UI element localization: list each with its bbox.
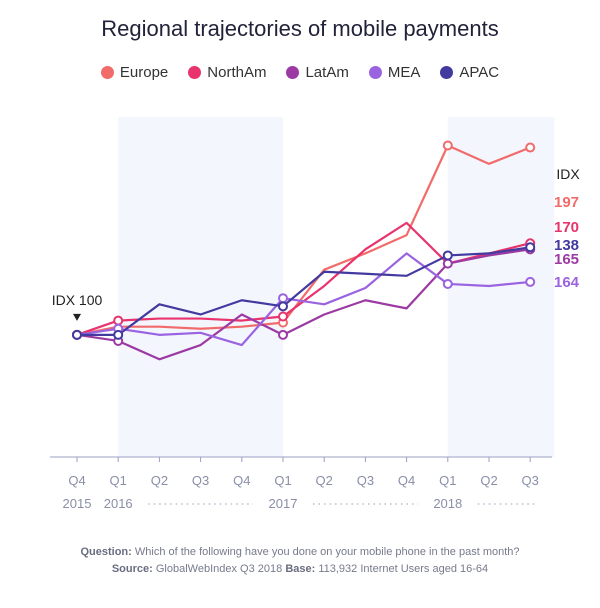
footer-question: Question: Which of the following have yo… <box>0 546 600 558</box>
x-tick-label-7: Q3 <box>357 473 374 488</box>
legend-label-mea: MEA <box>387 64 421 81</box>
baseline-arrow-icon <box>73 313 81 321</box>
year-label-2016: 2016 <box>104 496 133 511</box>
series-line-latam <box>76 248 531 361</box>
x-tick-label-2: Q2 <box>151 473 168 488</box>
end-label-apac: 138 <box>554 237 579 254</box>
marker-mea-11 <box>525 276 536 287</box>
baseline-label: IDX 100 <box>52 292 103 308</box>
marker-europe-11 <box>525 142 536 153</box>
end-label-europe: 197 <box>554 194 579 211</box>
end-label-mea: 164 <box>554 274 580 291</box>
x-tick-label-0: Q4 <box>68 473 85 488</box>
legend-swatch-mea <box>368 66 382 79</box>
x-tick-label-8: Q4 <box>398 473 415 488</box>
legend-swatch-europe <box>100 66 114 79</box>
source-text: GlobalWebIndex Q3 2018 <box>155 563 283 575</box>
x-tick-label-9: Q1 <box>439 473 456 488</box>
marker-apac-11 <box>525 242 536 253</box>
marker-northam-5 <box>278 311 288 322</box>
legend-item-mea: MEA <box>368 64 421 81</box>
marker-apac-5 <box>278 301 288 312</box>
x-tick-label-5: Q1 <box>274 473 291 488</box>
series-line-mea <box>76 252 531 347</box>
chart-title: Regional trajectories of mobile payments <box>101 16 499 41</box>
legend-label-europe: Europe <box>119 64 169 81</box>
year-band-2018 <box>447 117 555 457</box>
marker-northam-1 <box>113 315 124 326</box>
legend-swatch-northam <box>188 66 202 79</box>
marker-europe-9 <box>442 140 453 151</box>
marker-apac-1 <box>113 329 124 340</box>
legend-item-northam: NorthAm <box>188 64 266 81</box>
year-label-2015: 2015 <box>63 496 92 511</box>
x-tick-label-6: Q2 <box>316 473 333 488</box>
marker-latam-9 <box>442 258 453 269</box>
marker-mea-5 <box>278 293 288 304</box>
marker-latam-5 <box>278 329 288 340</box>
x-tick-label-3: Q3 <box>192 473 209 488</box>
legend-swatch-latam <box>286 66 300 79</box>
x-tick-label-4: Q4 <box>233 473 250 488</box>
base-label: Base: <box>285 563 316 575</box>
marker-apac-9 <box>442 250 453 261</box>
series-line-apac <box>77 246 531 336</box>
question-text: Which of the following have you done on … <box>134 546 520 558</box>
x-tick-label-1: Q1 <box>110 473 127 488</box>
legend-item-apac: APAC <box>440 64 499 81</box>
series-line-europe <box>76 144 531 336</box>
end-label-latam: 165 <box>554 251 579 268</box>
question-label: Question: <box>80 546 132 558</box>
year-label-2017: 2017 <box>269 496 298 511</box>
marker-mea-9 <box>442 278 453 289</box>
legend-item-europe: Europe <box>100 64 169 81</box>
legend-swatch-apac <box>440 66 454 79</box>
legend: Europe NorthAm LatAm MEA APAC <box>0 64 600 81</box>
legend-label-northam: NorthAm <box>207 64 267 81</box>
idx-header: IDX <box>556 166 580 182</box>
x-tick-label-10: Q2 <box>480 473 497 488</box>
year-label-2018: 2018 <box>433 496 462 511</box>
x-tick-label-11: Q3 <box>522 473 539 488</box>
year-band-2016 <box>118 117 283 457</box>
marker-apac-0 <box>72 329 82 340</box>
end-label-northam: 170 <box>554 219 579 236</box>
legend-label-latam: LatAm <box>305 64 349 81</box>
source-label: Source: <box>111 563 153 575</box>
base-text: 113,932 Internet Users aged 16-64 <box>318 563 489 575</box>
legend-item-latam: LatAm <box>286 64 349 81</box>
footer-source: Source: GlobalWebIndex Q3 2018 Base: 113… <box>0 563 600 575</box>
legend-label-apac: APAC <box>459 64 500 81</box>
